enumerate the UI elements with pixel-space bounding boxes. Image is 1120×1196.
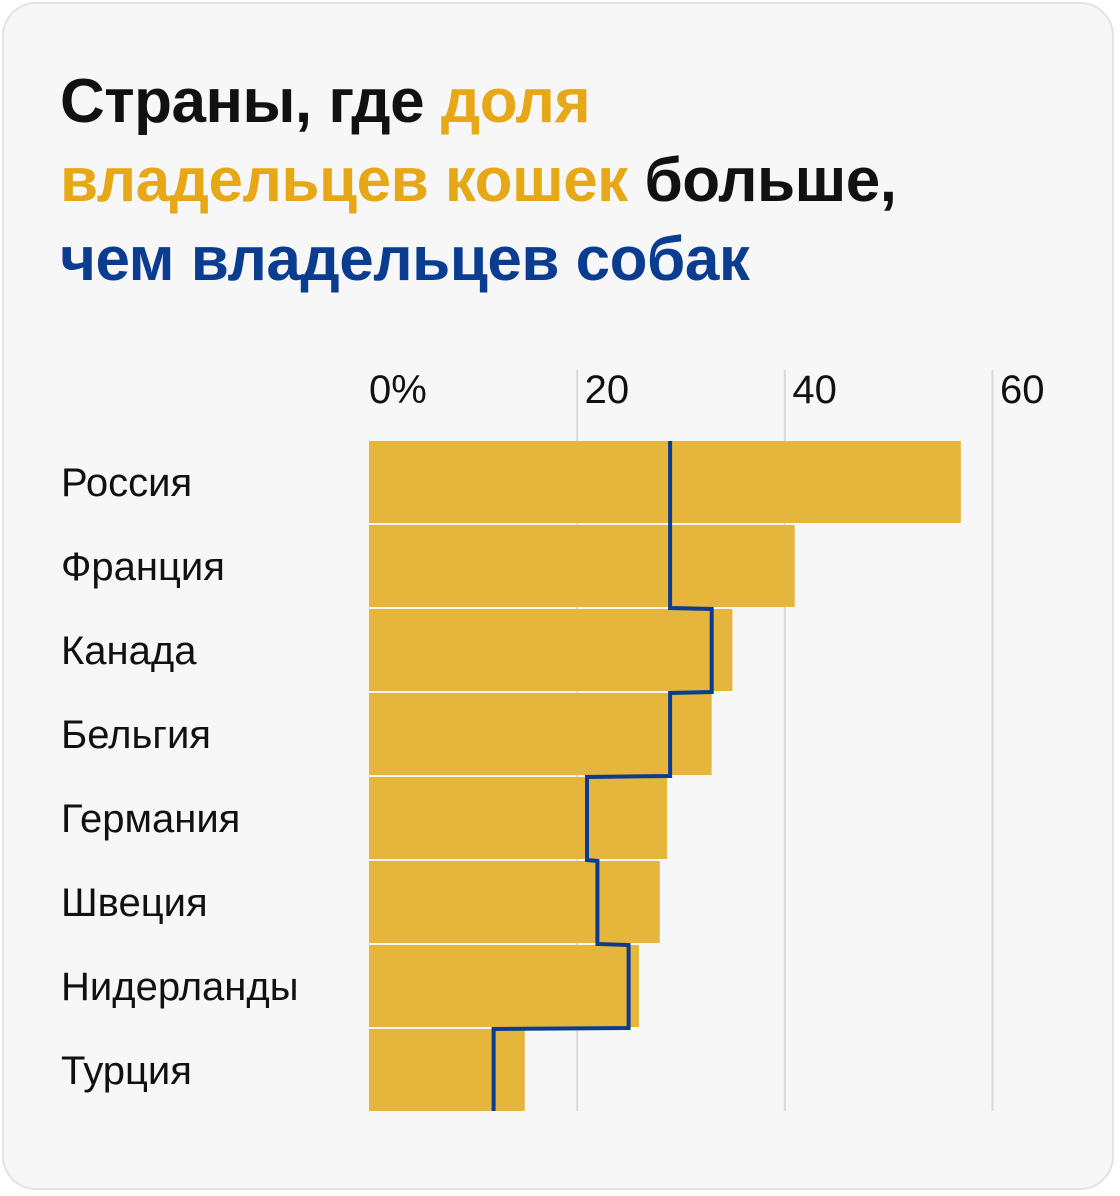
title-line-2: владельцев кошек больше,	[60, 141, 1060, 220]
x-tick-label: 60	[1000, 368, 1045, 412]
title-line-1: Страны, где доля	[60, 62, 1060, 141]
title-text-cats: владельцев кошек	[60, 146, 628, 215]
category-label: Россия	[61, 461, 192, 505]
category-label: Нидерланды	[61, 965, 298, 1009]
cat-bar	[369, 945, 639, 1027]
title-text-plain: Страны, где	[60, 67, 441, 136]
x-tick-labels: 0% 20 40 60	[369, 368, 1045, 412]
cat-bars	[369, 441, 961, 1111]
cat-bar	[369, 441, 961, 523]
dog-step-line	[491, 441, 714, 1111]
cat-bar	[369, 525, 795, 607]
x-tick-label: 0%	[369, 368, 427, 412]
x-tick-label: 20	[585, 368, 630, 412]
cat-bar	[369, 777, 668, 859]
category-label: Франция	[61, 545, 225, 589]
x-tick-label: 40	[792, 368, 837, 412]
category-labels: Россия Франция Канада Бельгия Германия Швеция…	[61, 461, 298, 1093]
cat-bar	[369, 861, 660, 943]
category-label: Германия	[61, 797, 240, 841]
cat-bar	[369, 609, 733, 691]
category-label: Турция	[61, 1049, 192, 1093]
category-label: Бельгия	[61, 713, 211, 757]
dog-step-path	[491, 441, 714, 1111]
cat-bar	[369, 1029, 525, 1111]
cat-bar	[369, 693, 712, 775]
title-text-cats: доля	[440, 67, 591, 136]
chart-title: Страны, где доля владельцев кошек больше…	[60, 62, 1060, 299]
category-label: Швеция	[61, 881, 208, 925]
category-label: Канада	[61, 629, 197, 673]
title-line-3: чем владельцев собак	[60, 220, 1060, 299]
title-text-plain: больше,	[627, 146, 897, 215]
title-text-dogs: чем владельцев собак	[60, 225, 750, 294]
